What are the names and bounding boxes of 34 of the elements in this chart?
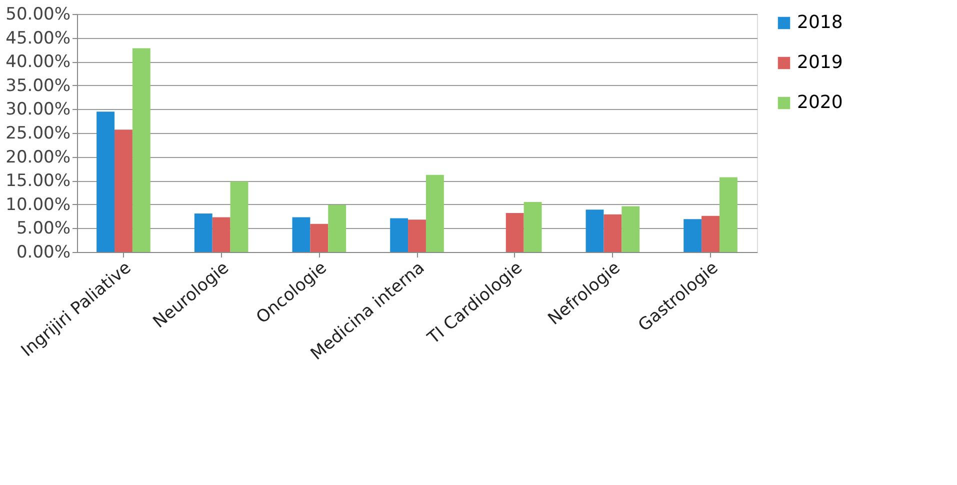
bar [524,202,542,252]
bar [212,217,230,252]
bar [132,48,150,252]
bar [604,214,622,252]
y-tick-label: 10.00% [6,194,70,215]
bar [194,213,212,252]
bar [702,216,720,252]
bar [292,217,310,252]
bar [622,206,640,252]
y-tick-label: 45.00% [6,28,70,48]
y-tick-label: 0.00% [16,242,70,262]
legend-label: 2018 [797,12,843,33]
bar [408,220,426,252]
y-tick-label: 50.00% [6,4,70,24]
y-tick-label: 5.00% [16,218,70,239]
y-tick-label: 20.00% [6,147,70,168]
legend-label: 2020 [797,92,843,113]
legend-label: 2019 [797,52,843,73]
bar [719,177,738,252]
bar [96,112,115,252]
bar [310,224,328,252]
bar [426,174,444,252]
y-tick-label: 35.00% [6,76,70,96]
y-tick-label: 15.00% [6,171,70,192]
bar [390,218,408,252]
y-tick-label: 40.00% [6,52,70,72]
y-tick-label: 25.00% [6,124,70,144]
y-tick-label: 30.00% [6,100,70,120]
bar [230,182,248,252]
bar [684,219,702,252]
bar [506,212,524,252]
bar [328,204,346,252]
bar [586,210,604,252]
bar [114,130,132,252]
